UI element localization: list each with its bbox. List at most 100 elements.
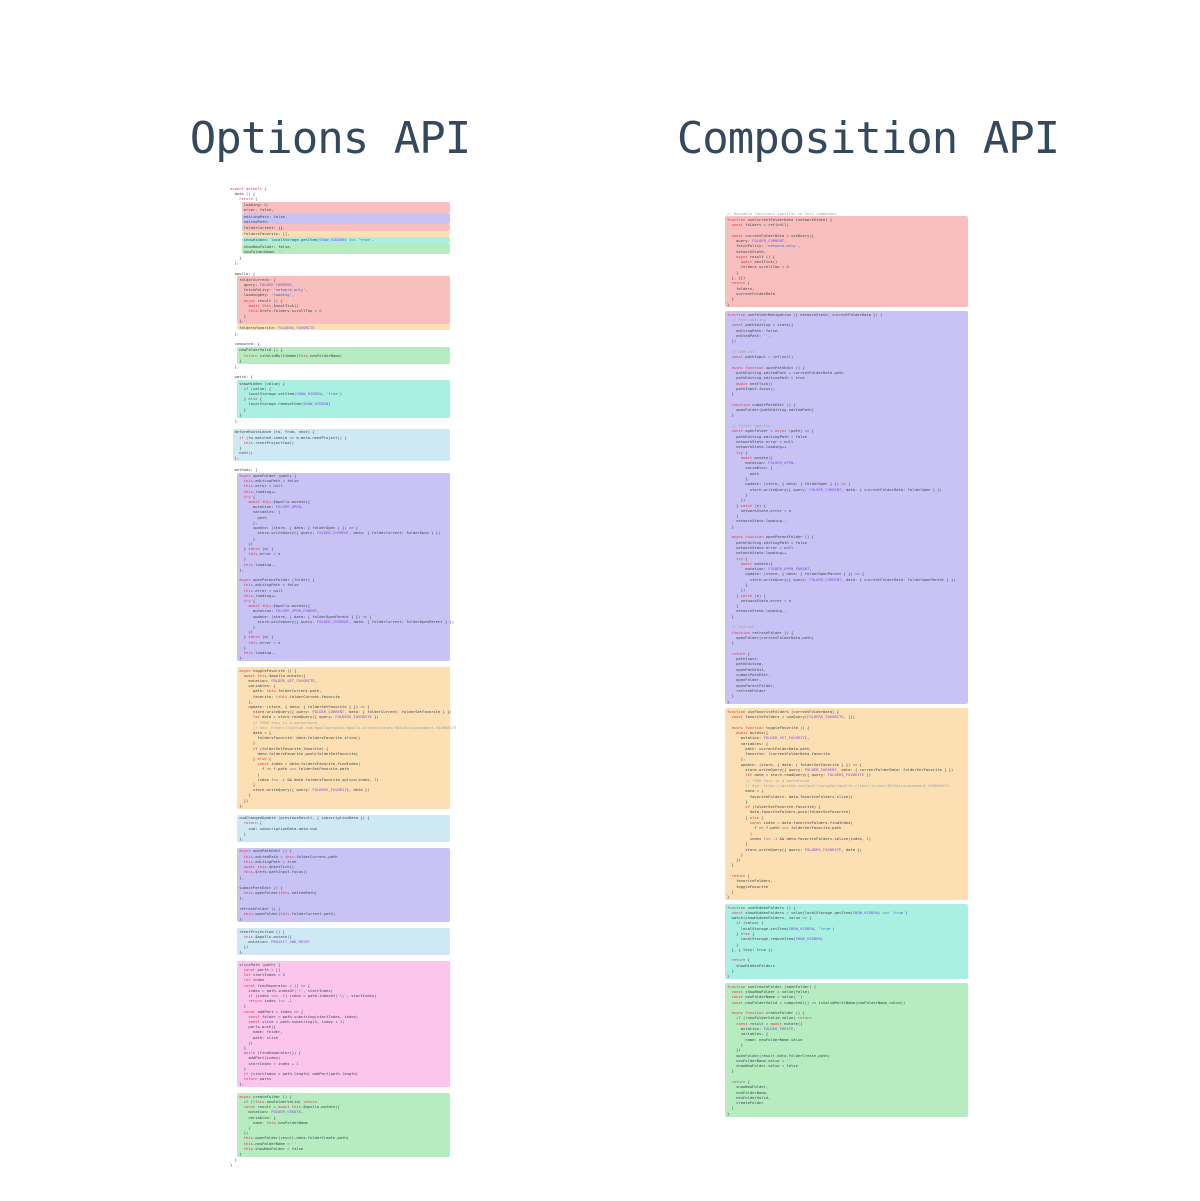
code-line: this.loading-- (243, 561, 276, 567)
code-line: } (727, 523, 734, 529)
code-line: } (727, 973, 730, 979)
code-line: networkState.loading++ (727, 444, 787, 450)
code-line: } (727, 301, 730, 307)
code-line: } catch (e) { (239, 634, 274, 640)
code-line: this.openFolder(this.folderCurrent.path) (243, 910, 336, 916)
code-line: parts.push({ (239, 1024, 276, 1030)
code-line: foldersFavorite: FOLDERS_FAVORITE (239, 324, 315, 330)
options-api-code-column: export default { data () { return {loadi… (228, 185, 457, 1168)
code-block-plain: }, watch: { (233, 364, 450, 381)
code-line: let data = store.readQuery({ query: FOLD… (252, 714, 379, 720)
code-line: return isValidMultiName(this.newFolderNa… (243, 352, 343, 358)
code-line: data.favoriteFolders.push(folderSetFavor… (727, 809, 851, 815)
code-line: } catch (e) { (727, 502, 766, 508)
code-line: error: false, (243, 207, 274, 213)
code-line: this.loading++ (243, 592, 276, 598)
code-line: pathEditing, (727, 661, 764, 667)
code-line: networkState.loading++ (727, 550, 787, 556)
code-line: }) (727, 857, 741, 863)
code-line: this.error = null (243, 587, 283, 593)
code-line: return index !== -1 (248, 998, 292, 1004)
code-line: } (239, 623, 256, 629)
code-line: return { (731, 957, 750, 963)
code-line: } (239, 535, 256, 541)
code-line: favorite: !currentFolderData.favorite (727, 751, 830, 757)
code-line: newFolderName.value = '' (727, 1057, 792, 1063)
code-line: } catch (e) { (727, 592, 766, 598)
code-line: this.showNewFolder = false (243, 1145, 304, 1151)
code-line: pathInput.focus() (727, 386, 776, 391)
code-line: apollo: { (234, 270, 256, 276)
code-line: }, (239, 566, 244, 572)
code-line: this.openFolder(result.data.folderCreate… (243, 1135, 349, 1141)
code-line: } (239, 556, 247, 562)
code-line: variables: { (239, 1114, 276, 1120)
code-line: query: FOLDER_CURRENT, (727, 237, 787, 243)
code-line: if (to.matched.some(m => m.meta.needProj… (239, 434, 347, 440)
code-line: async function openPathEdit () { (731, 364, 805, 370)
code-line: this.$refs.pathInput.focus() (243, 869, 308, 875)
code-line: newFolderValid, (727, 1094, 771, 1100)
code-line: // TODO this is a workaround (252, 719, 317, 725)
code-line: await this.$nextTick() (248, 302, 299, 308)
code-line: function useFolderNavigation ({ networkS… (727, 311, 883, 317)
code-line: folderCurrent: { (239, 276, 276, 282)
code-line: } (239, 1151, 242, 1157)
code-line: }) (239, 540, 253, 546)
code-line: this.loading-- (243, 649, 276, 655)
code-block-blue: resetProjectCwd () { this.$apollo.mutate… (237, 928, 450, 956)
code-line: folderCurrent: {}, (243, 224, 285, 230)
code-line: const pathEditing = state({ (731, 322, 794, 328)
code-line: showNewFolder: false, (243, 243, 292, 249)
code-line: this.error = e (248, 551, 281, 557)
code-line: this.editingPath = true (243, 858, 297, 864)
code-line: } (727, 841, 748, 847)
code-line: } (234, 445, 242, 451)
code-line: function useCreateFolder (openFolder) { (727, 983, 817, 989)
code-line: store.writeQuery({ query: FOLDER_CURRENT… (727, 767, 954, 773)
code-line: networkState.loading-- (727, 608, 787, 614)
code-line: const parts = [] (243, 966, 281, 972)
code-line: const newFolderName = value('') (731, 994, 803, 1000)
code-line: this.error = e (248, 639, 281, 645)
code-line: } (239, 740, 256, 746)
code-line: openParentFolder, (727, 682, 776, 688)
code-block-red: folderCurrent: {}, (241, 224, 450, 231)
code-line: toggleFavorite (727, 883, 769, 889)
code-line: store.writeQuery({ query: FOLDER_CURRENT… (239, 530, 441, 536)
code-line: store.writeQuery({ query: FOLDER_CURRENT… (239, 709, 452, 715)
code-line: fetchPolicy: 'network-only', (727, 243, 801, 249)
code-line: async createFolder () { (239, 1093, 292, 1099)
code-line: // DOM ref (731, 348, 755, 354)
code-line: } (239, 1003, 247, 1009)
code-line: } (727, 581, 748, 587)
code-line: } (727, 603, 739, 609)
code-line: data = { (727, 788, 764, 794)
code-line: folders.scrollTop = 0 (727, 264, 789, 270)
code-line: editingPath: false, (727, 327, 780, 333)
code-block-plain: export default { data () { return { (228, 185, 450, 202)
code-line: networkState, (727, 248, 766, 254)
code-block-plain: methods: { (233, 461, 450, 472)
code-line: f => f.path === folderSetFavorite.path (727, 825, 842, 831)
code-line: localStorage.setItem(SHOW_HIDDEN, 'true'… (239, 391, 343, 397)
code-line: } (239, 357, 242, 363)
code-line: index !== -1 && data.foldersFavorite.spl… (239, 776, 379, 782)
code-line: }, { lazy: true }) (727, 946, 773, 952)
code-line: await mutate({ (740, 454, 773, 460)
code-line: const showNewFolder = value(false) (731, 988, 810, 994)
code-line: async function openParentFolder () { (731, 534, 814, 540)
code-line: const openFolder = async (path) => { (731, 428, 814, 434)
code-line: try { (736, 555, 748, 561)
code-line: slicePath (path) { (239, 961, 281, 967)
code-line: } (727, 1110, 730, 1116)
code-line: } (727, 894, 730, 900)
code-line: mutation: FOLDER_CREATE, (239, 1109, 304, 1115)
code-line: }, (234, 330, 240, 336)
code-line: }) (727, 1047, 741, 1053)
code-line: ) (727, 830, 753, 836)
code-line: } (727, 968, 734, 974)
code-line: // Path editing (731, 317, 766, 323)
code-line: // See: https://github.com/apollographql… (252, 724, 457, 730)
code-line: watch(showHiddenFolders, value => { (727, 915, 812, 921)
